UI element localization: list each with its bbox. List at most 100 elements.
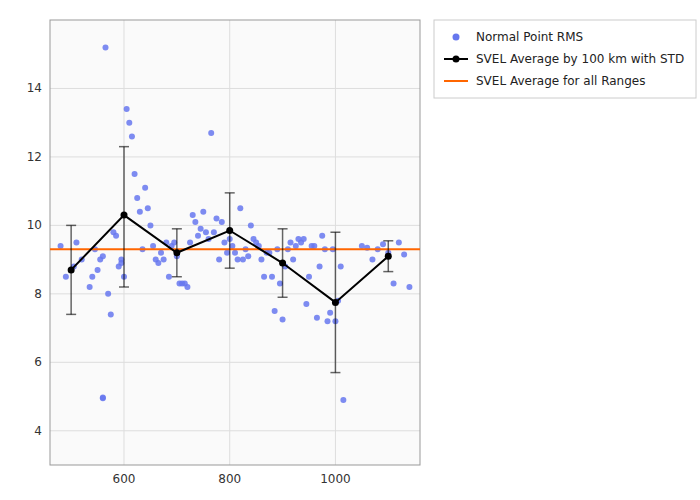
- y-grid-line: [50, 156, 420, 157]
- scatter-point: [269, 274, 275, 280]
- scatter-point: [89, 274, 95, 280]
- scatter-point: [301, 236, 307, 242]
- scatter-point: [147, 222, 153, 228]
- error-bar: [278, 229, 288, 297]
- scatter-point: [248, 222, 254, 228]
- line-marker: [332, 299, 339, 306]
- scatter-point: [73, 240, 79, 246]
- scatter-point: [150, 243, 156, 249]
- scatter-point: [113, 233, 119, 239]
- error-cap: [330, 231, 340, 233]
- line-marker: [385, 253, 392, 260]
- legend-swatch-marker: [453, 56, 460, 63]
- scatter-point: [288, 240, 294, 246]
- error-cap: [119, 286, 129, 288]
- error-bar: [225, 193, 235, 268]
- scatter-point: [325, 318, 331, 324]
- series-line: [66, 147, 393, 373]
- series-hline: [50, 249, 420, 250]
- line-marker: [68, 266, 75, 273]
- scatter-point: [338, 263, 344, 269]
- scatter-point: [208, 130, 214, 136]
- error-bar: [172, 229, 182, 277]
- error-cap: [330, 372, 340, 374]
- error-cap: [278, 297, 288, 299]
- error-cap: [119, 146, 129, 148]
- scatter-point: [142, 185, 148, 191]
- scatter-point: [396, 240, 402, 246]
- line-marker: [279, 260, 286, 267]
- data-layer: [50, 44, 420, 403]
- x-tick-label: 1000: [320, 472, 351, 486]
- error-cap: [172, 228, 182, 230]
- x-tick-label: 800: [218, 472, 241, 486]
- scatter-point: [240, 257, 246, 263]
- scatter-point: [245, 253, 251, 259]
- scatter-point: [380, 241, 386, 247]
- scatter-point: [108, 311, 114, 317]
- scatter-point: [124, 106, 130, 112]
- error-cap: [66, 314, 76, 316]
- legend-label: SVEL Average for all Ranges: [476, 74, 645, 88]
- scatter-point: [187, 240, 193, 246]
- scatter-point: [161, 257, 167, 263]
- y-tick-label: 4: [34, 424, 42, 438]
- error-bar: [383, 241, 393, 272]
- scatter-point: [58, 243, 64, 249]
- scatter-point: [290, 257, 296, 263]
- y-tick-label: 8: [34, 287, 42, 301]
- scatter-point: [87, 284, 93, 290]
- y-grid-line: [50, 362, 420, 363]
- scatter-point: [100, 253, 106, 259]
- scatter-point: [369, 257, 375, 263]
- error-cap: [225, 192, 235, 194]
- error-cap: [383, 240, 393, 242]
- scatter-point: [311, 243, 317, 249]
- scatter-point: [327, 310, 333, 316]
- scatter-point: [401, 251, 407, 257]
- scatter-point: [306, 274, 312, 280]
- plot-frame: [50, 20, 420, 465]
- scatter-point: [145, 205, 151, 211]
- scatter-point: [214, 216, 220, 222]
- scatter-point: [203, 229, 209, 235]
- scatter-point: [105, 291, 111, 297]
- scatter-point: [63, 274, 69, 280]
- scatter-point: [103, 44, 109, 50]
- scatter-point: [184, 284, 190, 290]
- scatter-point: [211, 229, 217, 235]
- line-marker: [173, 249, 180, 256]
- scatter-point: [219, 219, 225, 225]
- legend-label: Normal Point RMS: [476, 30, 583, 44]
- legend: Normal Point RMSSVEL Average by 100 km w…: [434, 20, 696, 98]
- scatter-point: [340, 397, 346, 403]
- scatter-point: [237, 205, 243, 211]
- scatter-point: [166, 274, 172, 280]
- scatter-point: [303, 301, 309, 307]
- error-cap: [66, 225, 76, 227]
- scatter-point: [235, 257, 241, 263]
- legend-swatch: [444, 80, 468, 82]
- error-bar: [330, 232, 340, 372]
- legend-box: [434, 20, 696, 98]
- error-bar: [66, 225, 76, 314]
- y-grid-line: [50, 88, 420, 89]
- x-tick-label: 600: [113, 472, 136, 486]
- scatter-point: [258, 257, 264, 263]
- error-cap: [172, 276, 182, 278]
- scatter-point: [319, 233, 325, 239]
- scatter-point: [129, 133, 135, 139]
- scatter-point: [232, 250, 238, 256]
- scatter-point: [126, 120, 132, 126]
- reference-line: [50, 248, 420, 250]
- line: [71, 215, 388, 302]
- scatter-point: [280, 317, 286, 323]
- error-cap: [278, 228, 288, 230]
- scatter-point: [192, 219, 198, 225]
- scatter-point: [132, 171, 138, 177]
- chart: 4681012146008001000Normal Point RMSSVEL …: [0, 0, 700, 500]
- scatter-point: [100, 395, 106, 401]
- x-grid-line: [124, 20, 125, 465]
- scatter-point: [406, 284, 412, 290]
- scatter-point: [293, 243, 299, 249]
